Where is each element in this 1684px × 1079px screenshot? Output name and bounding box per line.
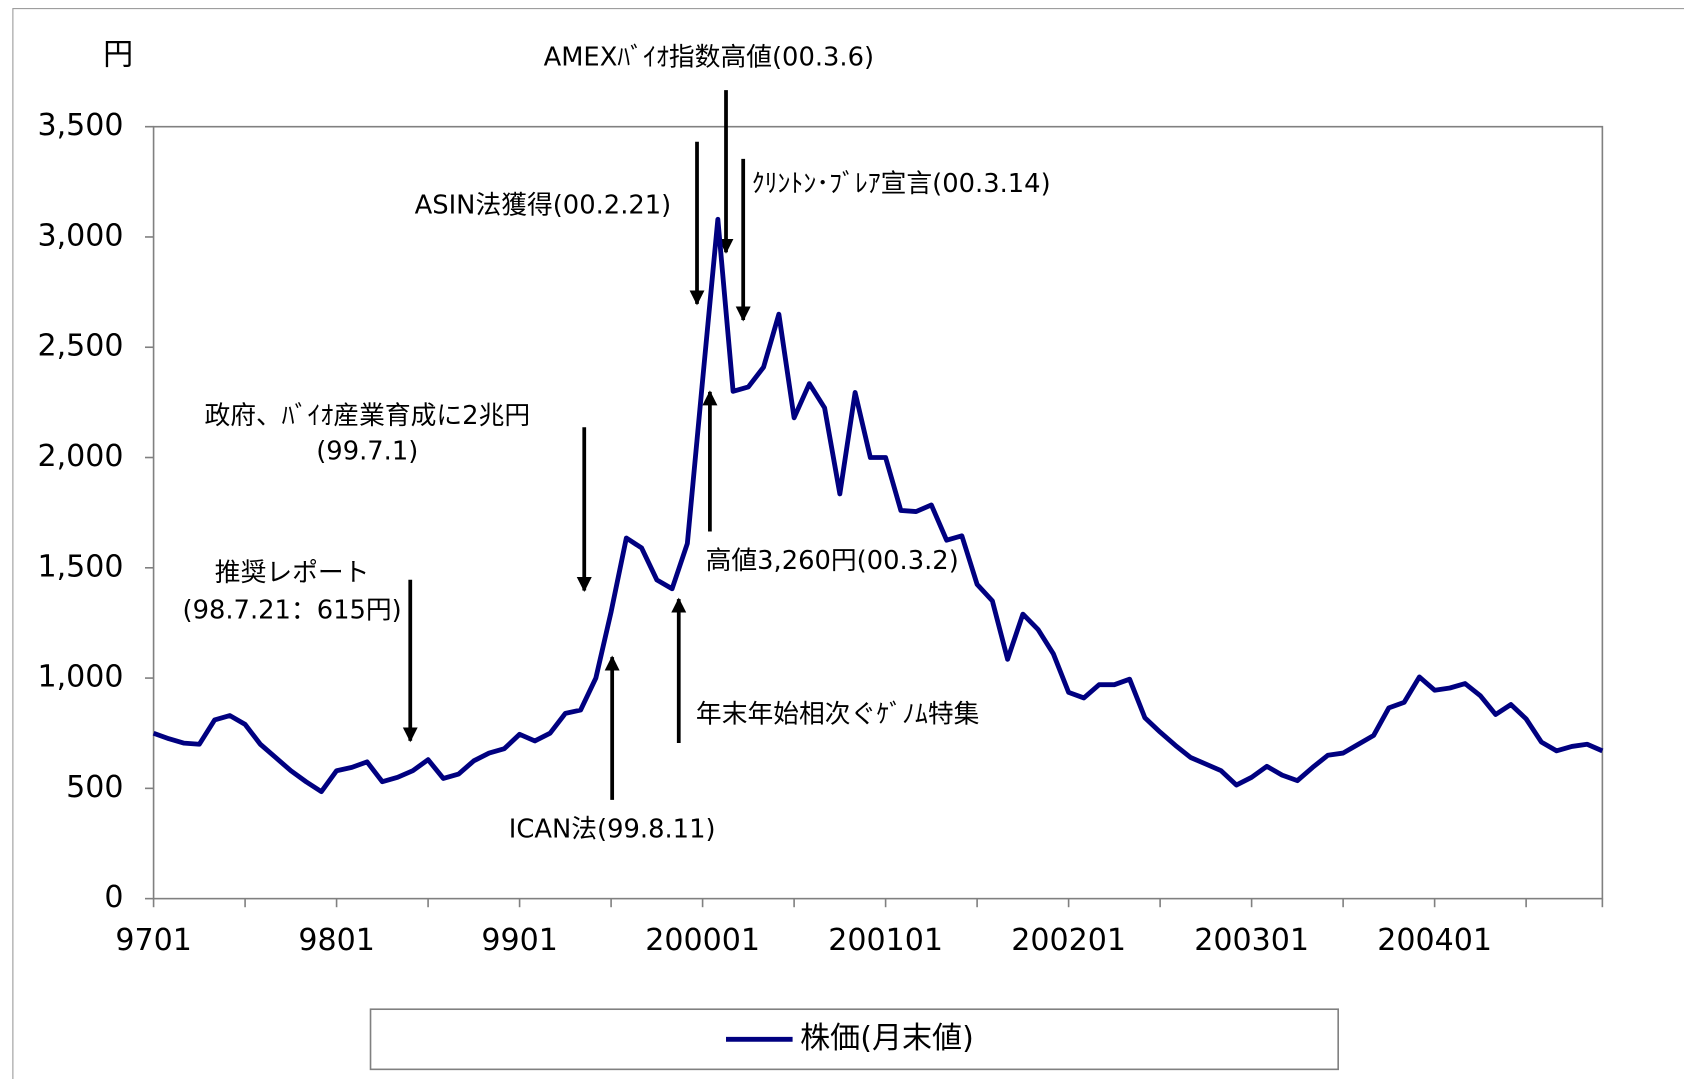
y-tick-label: 2,000 bbox=[37, 439, 123, 474]
annotation: ASIN法獲得(00.2.21) bbox=[415, 191, 672, 221]
x-tick-label: 200001 bbox=[645, 923, 760, 958]
annotation: (98.7.21：615円) bbox=[183, 595, 402, 625]
x-tick-label: 9801 bbox=[298, 923, 374, 958]
legend-label: 株価(月末値) bbox=[800, 1021, 974, 1056]
y-tick-label: 3,000 bbox=[37, 218, 123, 253]
annotation: (99.7.1) bbox=[316, 437, 418, 467]
y-tick-label: 0 bbox=[104, 880, 123, 915]
y-tick-label: 3,500 bbox=[37, 108, 123, 143]
y-tick-label: 2,500 bbox=[37, 329, 123, 364]
y-tick-label: 500 bbox=[66, 770, 123, 805]
y-tick-label: 1,500 bbox=[37, 549, 123, 584]
plot-area bbox=[152, 125, 1604, 900]
frame bbox=[12, 8, 1684, 1079]
y-unit: 円 bbox=[103, 37, 133, 72]
x-tick-label: 200201 bbox=[1011, 923, 1126, 958]
x-tick-label: 9701 bbox=[115, 923, 191, 958]
annotation: AMEXﾊﾞｲｵ指数高値(00.3.6) bbox=[544, 42, 874, 72]
annotation: ICAN法(99.8.11) bbox=[509, 814, 716, 844]
arrows bbox=[402, 90, 751, 800]
annotation: 年末年始相次ぐｹﾞﾉﾑ特集 bbox=[696, 700, 979, 730]
annotation: 政府、ﾊﾞｲｵ産業育成に2兆円 bbox=[204, 401, 530, 431]
annotation: 推奨レポート bbox=[215, 558, 370, 588]
annotation: ｸﾘﾝﾄﾝ･ﾌﾞﾚｱ宣言(00.3.14) bbox=[752, 169, 1051, 199]
y-tick-label: 1,000 bbox=[37, 660, 123, 695]
x-tick-label: 200401 bbox=[1377, 923, 1492, 958]
annotation: 高値3,260円(00.3.2) bbox=[706, 546, 959, 576]
line-series bbox=[152, 216, 1604, 795]
x-tick-label: 9901 bbox=[481, 923, 557, 958]
legend bbox=[369, 1008, 1339, 1071]
x-tick-label: 200301 bbox=[1194, 923, 1309, 958]
x-tick-label: 200101 bbox=[828, 923, 943, 958]
